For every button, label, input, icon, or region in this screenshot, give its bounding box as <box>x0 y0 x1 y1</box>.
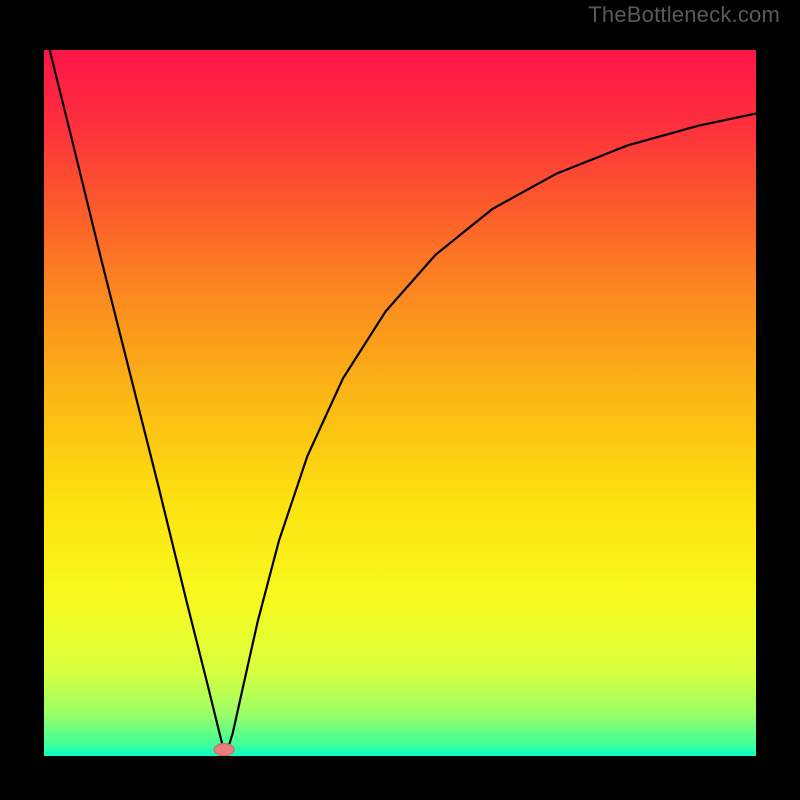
bottleneck-chart <box>0 0 800 800</box>
sweet-spot-marker <box>214 744 234 756</box>
plot-background <box>44 50 756 756</box>
